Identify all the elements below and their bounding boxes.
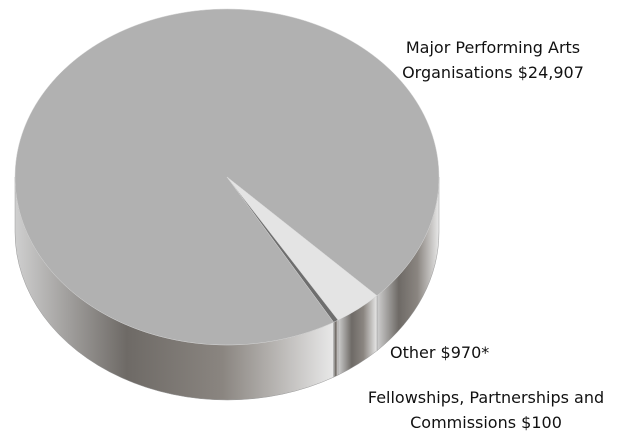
value-label: $970* — [440, 343, 490, 362]
category-label: Other — [390, 343, 436, 362]
value-label: $100 — [521, 413, 562, 432]
slice-label: Major Performing Arts Organisations $24,… — [360, 35, 626, 85]
category-label: Major Performing Arts Organisations — [402, 38, 581, 82]
slice-label: Other $970* — [390, 340, 550, 365]
category-label: Fellowships, Partnerships and Commission… — [367, 388, 605, 432]
slice-label: Fellowships, Partnerships and Commission… — [340, 385, 632, 435]
slice-side — [333, 319, 339, 378]
value-label: $24,907 — [517, 63, 584, 82]
pie-slice — [226, 176, 339, 323]
